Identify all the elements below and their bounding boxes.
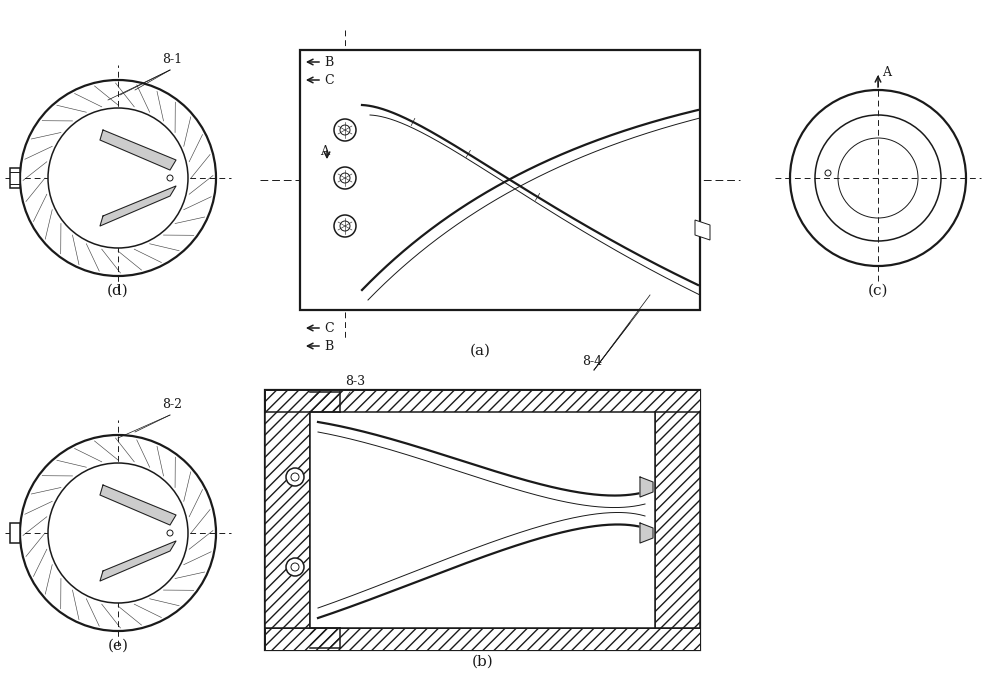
Bar: [310, 628, 340, 648]
Circle shape: [286, 558, 304, 576]
Bar: [265, 390, 700, 650]
Polygon shape: [100, 541, 176, 581]
Bar: [310, 392, 340, 412]
Text: 8-2: 8-2: [162, 398, 182, 411]
Circle shape: [291, 563, 299, 571]
Bar: [655, 412, 700, 628]
Text: C: C: [324, 321, 334, 334]
Polygon shape: [100, 130, 176, 170]
Circle shape: [20, 80, 216, 276]
Polygon shape: [100, 186, 176, 226]
Text: (c): (c): [868, 284, 888, 298]
Circle shape: [334, 215, 356, 237]
Text: 8-4: 8-4: [582, 355, 602, 368]
Circle shape: [334, 119, 356, 141]
Text: (e): (e): [108, 639, 128, 653]
Polygon shape: [640, 477, 653, 497]
Bar: [310, 412, 655, 628]
Polygon shape: [100, 485, 176, 525]
Bar: [265, 412, 310, 628]
Polygon shape: [695, 220, 710, 240]
Circle shape: [340, 173, 350, 183]
Text: B: B: [324, 339, 333, 352]
Bar: [265, 412, 310, 628]
Bar: [10, 523, 20, 543]
Text: (d): (d): [107, 284, 129, 298]
Text: C: C: [324, 73, 334, 86]
Circle shape: [48, 463, 188, 603]
Circle shape: [286, 468, 304, 486]
Circle shape: [815, 115, 941, 241]
Circle shape: [340, 125, 350, 135]
Bar: [265, 628, 700, 650]
Text: 8-1: 8-1: [162, 53, 182, 66]
Text: (b): (b): [472, 655, 493, 669]
Circle shape: [838, 138, 918, 218]
Circle shape: [291, 473, 299, 481]
Circle shape: [167, 530, 173, 536]
Circle shape: [20, 435, 216, 631]
Circle shape: [825, 170, 831, 176]
Circle shape: [340, 221, 350, 231]
Circle shape: [334, 167, 356, 189]
Circle shape: [790, 90, 966, 266]
Bar: [655, 412, 700, 628]
Bar: [265, 390, 700, 412]
Polygon shape: [640, 523, 653, 543]
Text: 8-3: 8-3: [345, 375, 365, 388]
Circle shape: [167, 175, 173, 181]
Text: A: A: [320, 145, 329, 158]
Bar: [10, 168, 20, 188]
Bar: [300, 50, 700, 310]
Text: B: B: [324, 55, 333, 68]
Circle shape: [48, 108, 188, 248]
Text: A: A: [882, 66, 891, 79]
Text: (a): (a): [470, 344, 490, 358]
